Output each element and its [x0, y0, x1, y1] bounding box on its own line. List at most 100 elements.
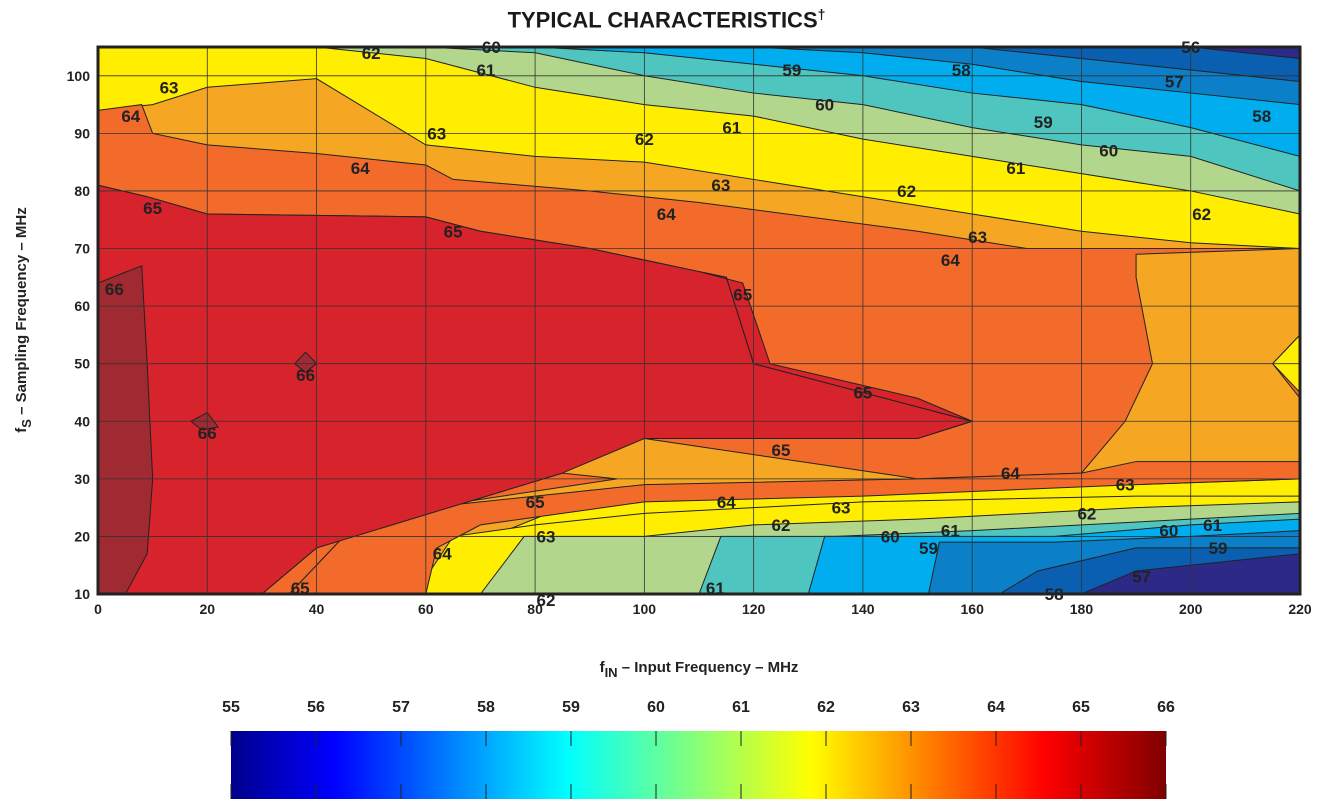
y-axis-label-f: f — [13, 427, 30, 433]
contour-label: 62 — [771, 516, 790, 535]
x-tick-label: 60 — [418, 601, 434, 617]
colorbar-tick-label: 63 — [902, 699, 920, 716]
y-tick-label: 30 — [74, 471, 90, 487]
x-tick-label: 220 — [1288, 601, 1312, 617]
contour-label: 59 — [919, 539, 938, 558]
x-tick-label: 20 — [199, 601, 215, 617]
colorbar-tick-label: 59 — [562, 699, 580, 716]
x-tick-label: 180 — [1070, 601, 1094, 617]
contour-label: 59 — [1034, 113, 1053, 132]
y-tick-label: 50 — [74, 356, 90, 372]
contour-label: 63 — [160, 78, 179, 97]
x-tick-label: 140 — [851, 601, 875, 617]
contour-label: 65 — [143, 199, 162, 218]
contour-label: 63 — [711, 176, 730, 195]
colorbar-tick-label: 56 — [307, 699, 325, 716]
y-axis-label-sub: S — [19, 419, 34, 428]
contour-label: 60 — [881, 527, 900, 546]
contour-label: 58 — [952, 61, 971, 80]
colorbar — [231, 731, 1166, 799]
y-tick-labels: 10 20 30 40 50 60 70 80 90 100 — [67, 68, 91, 602]
contour-label: 57 — [1165, 73, 1184, 92]
contour-label: 65 — [526, 493, 545, 512]
x-tick-label: 160 — [961, 601, 985, 617]
colorbar-tick-label: 66 — [1157, 699, 1175, 716]
contour-label: 61 — [1006, 159, 1025, 178]
x-axis-label-f: f — [600, 659, 606, 676]
contour-label: 60 — [815, 96, 834, 115]
x-tick-label: 40 — [309, 601, 325, 617]
colorbar-tick-label: 61 — [732, 699, 750, 716]
y-axis-label: fS – Sampling Frequency – MHz — [13, 207, 34, 432]
contour-label: 66 — [198, 424, 217, 443]
contour-label: 65 — [444, 222, 463, 241]
y-tick-label: 90 — [74, 125, 90, 141]
title-dagger: † — [817, 6, 826, 22]
contour-label: 61 — [941, 522, 960, 541]
colorbar-tick-labels: 55 56 57 58 59 60 61 62 63 64 65 66 — [222, 699, 1175, 799]
x-axis-label: fIN – Input Frequency – MHz — [600, 659, 799, 680]
x-tick-label: 200 — [1179, 601, 1203, 617]
colorbar-tick-label: 58 — [477, 699, 495, 716]
y-tick-label: 100 — [67, 68, 91, 84]
contour-label: 63 — [1116, 476, 1135, 495]
x-axis-label-rest: – Input Frequency – MHz — [618, 659, 799, 676]
colorbar-tick-label: 57 — [392, 699, 410, 716]
x-tick-label: 120 — [742, 601, 766, 617]
contour-label: 62 — [897, 182, 916, 201]
contour-label: 64 — [433, 545, 452, 564]
contour-label: 58 — [1252, 107, 1271, 126]
x-tick-label: 0 — [94, 601, 102, 617]
contour-label: 62 — [635, 130, 654, 149]
contour-label: 65 — [771, 441, 790, 460]
y-tick-label: 40 — [74, 413, 90, 429]
contour-label: 65 — [853, 383, 872, 402]
contour-label: 62 — [1192, 205, 1211, 224]
region-66-1 — [98, 265, 154, 594]
contour-label: 66 — [296, 366, 315, 385]
y-tick-label: 10 — [74, 586, 90, 602]
y-tick-label: 60 — [74, 298, 90, 314]
contour-label: 64 — [717, 493, 736, 512]
contour-label: 63 — [427, 124, 446, 143]
colorbar-tick-label: 60 — [647, 699, 665, 716]
y-tick-label: 20 — [74, 528, 90, 544]
contour-label: 57 — [1132, 568, 1151, 587]
contour-label: 59 — [782, 61, 801, 80]
contour-label: 60 — [1159, 522, 1178, 541]
plot-frame — [96, 45, 1302, 596]
colorbar-tick-label: 64 — [987, 699, 1005, 716]
contour-label: 65 — [733, 286, 752, 305]
contour-label: 63 — [968, 228, 987, 247]
x-tick-labels: 0 20 40 60 80 100 120 140 160 180 200 220 — [94, 601, 1312, 617]
colorbar-tick-label: 65 — [1072, 699, 1090, 716]
colorbar-tick-label: 62 — [817, 699, 835, 716]
x-tick-label: 100 — [633, 601, 657, 617]
contour-label: 64 — [121, 107, 140, 126]
page-title: TYPICAL CHARACTERISTICS† — [0, 6, 1333, 33]
contour-label: 60 — [1099, 142, 1118, 161]
contour-label: 62 — [362, 44, 381, 63]
contour-label: 61 — [476, 61, 495, 80]
contour-label: 62 — [1077, 504, 1096, 523]
contour-label: 63 — [832, 499, 851, 518]
contour-label: 61 — [1203, 516, 1222, 535]
x-axis-label-sub: IN — [605, 665, 618, 680]
y-tick-label: 80 — [74, 183, 90, 199]
x-tick-label: 80 — [527, 601, 543, 617]
contour-label: 64 — [657, 205, 676, 224]
contour-label: 62 — [537, 591, 556, 610]
contour-label: 61 — [722, 119, 741, 138]
y-axis-label-rest: – Sampling Frequency – MHz — [13, 207, 30, 419]
contour-label: 64 — [1001, 464, 1020, 483]
colorbar-gradient — [231, 731, 1166, 799]
contour-label: 63 — [537, 527, 556, 546]
plot-area — [98, 47, 1300, 594]
title-text: TYPICAL CHARACTERISTICS — [507, 7, 818, 33]
contour-label: 64 — [351, 159, 370, 178]
colorbar-tick-label: 55 — [222, 699, 240, 716]
contour-label: 64 — [941, 251, 960, 270]
contour-label: 59 — [1209, 539, 1228, 558]
contour-label: 66 — [105, 280, 124, 299]
